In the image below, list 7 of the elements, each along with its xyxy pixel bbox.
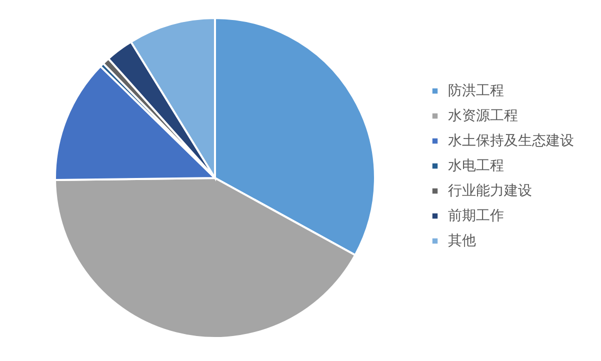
legend-label: 水土保持及生态建设 <box>448 133 574 149</box>
legend-label: 水资源工程 <box>448 108 518 124</box>
legend-label: 水电工程 <box>448 158 504 174</box>
legend-label: 行业能力建设 <box>448 183 532 199</box>
legend-label: 其他 <box>448 233 476 249</box>
legend-label: 防洪工程 <box>448 83 504 99</box>
legend-label: 前期工作 <box>448 208 504 224</box>
